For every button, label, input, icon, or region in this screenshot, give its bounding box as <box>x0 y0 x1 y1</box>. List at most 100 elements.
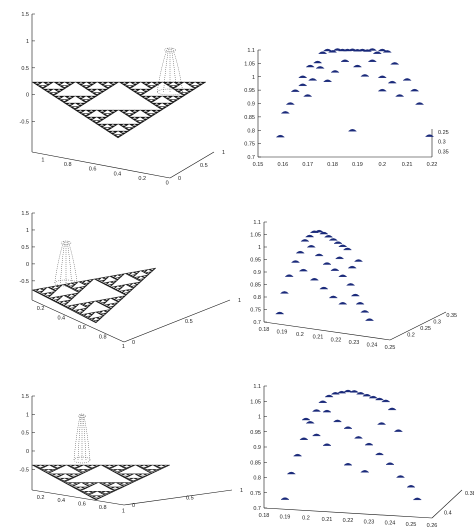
sierpinski-cell <box>65 295 70 298</box>
sierpinski-cell <box>81 492 87 494</box>
sierpinski-cell <box>75 474 81 477</box>
x-tick-label: 0.24 <box>367 342 378 348</box>
sierpinski-cell <box>118 81 125 84</box>
sierpinski-cell <box>43 471 49 473</box>
sierpinski-cell <box>74 483 80 485</box>
sierpinski-cell <box>73 475 78 478</box>
z-tick-label: 1.5 <box>21 394 29 400</box>
sierpinski-cell <box>55 90 63 93</box>
sierpinski-cell <box>66 282 72 286</box>
data-point <box>328 50 338 53</box>
peak-wire <box>163 47 170 93</box>
data-point <box>280 111 290 114</box>
sierpinski-cell <box>183 81 191 84</box>
sierpinski-cell <box>53 476 59 479</box>
sierpinski-cell <box>97 277 103 280</box>
sierpinski-cell <box>131 90 139 93</box>
data-point <box>319 286 329 290</box>
sierpinski-cell <box>119 470 125 472</box>
sierpinski-cell <box>88 493 93 495</box>
x-tick-label: 0.17 <box>302 162 313 168</box>
sierpinski-cell <box>140 269 145 272</box>
sierpinski-cell <box>67 299 72 302</box>
sierpinski-cell <box>85 85 93 88</box>
sierpinski-cell <box>111 465 117 468</box>
sierpinski-cell <box>55 97 63 100</box>
data-point <box>275 134 285 138</box>
sierpinski-cell <box>106 309 112 312</box>
sierpinski-cell <box>56 475 61 478</box>
z-tick-label: 0.5 <box>21 431 29 437</box>
z-axis-line <box>389 311 447 341</box>
sierpinski-cell <box>109 111 117 114</box>
data-point <box>295 250 305 254</box>
data-point <box>390 62 400 65</box>
sierpinski-cell <box>109 464 115 467</box>
sierpinski-cell <box>128 116 136 119</box>
sierpinski-cell <box>164 83 172 86</box>
sierpinski-cell <box>40 464 46 467</box>
sierpinski-cell <box>114 472 120 474</box>
y-tick-label: 0.5 <box>185 319 193 325</box>
y-tick-label: 0.75 <box>250 308 261 314</box>
data-point <box>343 426 353 429</box>
sierpinski-cell <box>172 99 180 102</box>
sierpinski-cell <box>52 95 60 98</box>
sierpinski-cell <box>87 317 93 321</box>
sierpinski-cell <box>93 321 99 324</box>
sierpinski-cell <box>164 97 171 100</box>
sierpinski-cell <box>125 473 131 476</box>
y-axis-line <box>123 489 233 506</box>
sierpinski-cell <box>194 81 202 84</box>
sierpinski-cell <box>42 465 48 468</box>
sierpinski-cell <box>81 303 86 306</box>
sierpinski-cell <box>126 273 132 276</box>
z-tick-label: -0.5 <box>20 120 29 126</box>
sierpinski-cell <box>131 125 138 128</box>
sierpinski-cell <box>126 479 132 481</box>
sierpinski-cell <box>145 113 152 116</box>
sierpinski-cell <box>74 106 82 109</box>
sierpinski-cell <box>58 284 64 287</box>
sierpinski-cell <box>123 130 130 133</box>
sierpinski-cell <box>99 90 106 93</box>
sierpinski-cell <box>71 306 77 310</box>
sierpinski-cell <box>91 497 97 500</box>
sierpinski-cell <box>63 294 68 297</box>
peak-wire <box>54 240 65 284</box>
sierpinski-cell <box>142 118 149 121</box>
sierpinski-cell <box>94 482 99 484</box>
sierpinski-cell <box>120 111 128 114</box>
sierpinski-cell <box>74 469 79 471</box>
x-tick-label: 0.24 <box>385 521 396 527</box>
sierpinski-cell <box>84 486 90 489</box>
sierpinski-cell <box>69 95 76 98</box>
sierpinski-cell <box>87 469 92 471</box>
sierpinski-cell <box>132 273 138 277</box>
data-point <box>319 231 329 235</box>
data-point <box>322 262 332 265</box>
sierpinski-cell <box>119 296 125 300</box>
sierpinski-cell <box>136 281 142 284</box>
sierpinski-cell <box>68 477 74 480</box>
sierpinski-triangle <box>31 81 207 139</box>
sierpinski-cell <box>144 474 150 477</box>
sierpinski-cell <box>77 97 84 100</box>
sierpinski-cell <box>70 282 76 285</box>
sierpinski-cell <box>89 313 95 316</box>
sierpinski-cell <box>129 477 134 480</box>
sierpinski-cell <box>85 465 91 468</box>
sierpinski-cell <box>102 482 108 484</box>
sierpinski-cell <box>167 81 174 84</box>
y-tick-label: 1 <box>222 150 225 156</box>
y-tick-label: 0 <box>178 176 181 182</box>
sierpinski-cell <box>98 125 106 128</box>
sierpinski-cell <box>96 301 102 304</box>
sierpinski-cell <box>70 287 76 290</box>
sierpinski-cell <box>57 302 63 305</box>
sierpinski-cell <box>152 464 158 467</box>
sierpinski-cell <box>121 83 128 86</box>
data-point <box>315 66 325 69</box>
sierpinski-cell <box>60 477 65 480</box>
sierpinski-cell <box>106 484 112 486</box>
